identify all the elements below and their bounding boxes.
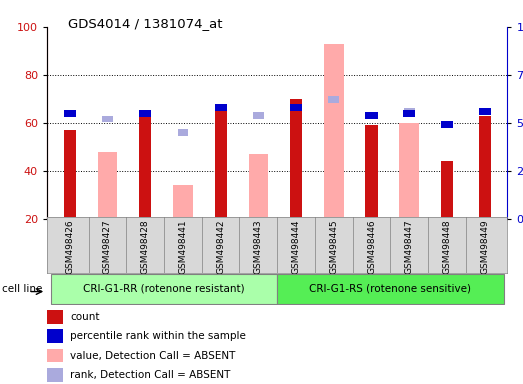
Bar [404, 108, 415, 115]
Bar [214, 104, 226, 111]
Bar [403, 110, 415, 117]
Bar [366, 112, 378, 119]
Bar [400, 123, 419, 219]
Text: GSM498427: GSM498427 [103, 220, 112, 275]
Bar [290, 104, 302, 111]
Bar [324, 44, 344, 219]
Bar [139, 110, 151, 117]
Text: CRI-G1-RR (rotenone resistant): CRI-G1-RR (rotenone resistant) [83, 284, 245, 294]
Text: GSM498448: GSM498448 [442, 220, 451, 275]
Text: GSM498441: GSM498441 [178, 220, 187, 275]
Bar [47, 368, 63, 382]
Bar [248, 154, 268, 219]
Bar [47, 310, 63, 324]
Text: GDS4014 / 1381074_at: GDS4014 / 1381074_at [68, 17, 222, 30]
Bar [214, 104, 226, 219]
Text: value, Detection Call = ABSENT: value, Detection Call = ABSENT [70, 351, 235, 361]
Bar [64, 130, 76, 219]
Text: GSM498446: GSM498446 [367, 220, 376, 275]
Bar [328, 96, 339, 103]
Bar [441, 161, 453, 219]
Text: rank, Detection Call = ABSENT: rank, Detection Call = ABSENT [70, 370, 231, 380]
Bar [479, 116, 491, 219]
Text: cell line: cell line [2, 284, 43, 294]
Bar [47, 329, 63, 343]
Text: CRI-G1-RS (rotenone sensitive): CRI-G1-RS (rotenone sensitive) [310, 284, 471, 294]
Bar [290, 99, 302, 219]
Text: GSM498449: GSM498449 [480, 220, 489, 275]
Bar [102, 116, 113, 122]
FancyBboxPatch shape [277, 274, 504, 304]
Bar [139, 116, 151, 219]
Text: percentile rank within the sample: percentile rank within the sample [70, 331, 246, 341]
Text: GSM498443: GSM498443 [254, 220, 263, 275]
Bar [441, 121, 453, 128]
Bar [366, 125, 378, 219]
Bar [47, 349, 63, 362]
Text: GSM498426: GSM498426 [65, 220, 74, 275]
Text: count: count [70, 312, 99, 322]
Text: GSM498445: GSM498445 [329, 220, 338, 275]
Bar [178, 129, 188, 136]
Bar [64, 110, 76, 117]
Bar [173, 185, 192, 219]
FancyBboxPatch shape [51, 274, 277, 304]
Text: GSM498447: GSM498447 [405, 220, 414, 275]
Bar [479, 108, 491, 115]
Text: GSM498428: GSM498428 [141, 220, 150, 275]
Bar [253, 112, 264, 119]
Text: GSM498444: GSM498444 [291, 220, 301, 274]
Text: GSM498442: GSM498442 [216, 220, 225, 274]
Bar [98, 152, 117, 219]
